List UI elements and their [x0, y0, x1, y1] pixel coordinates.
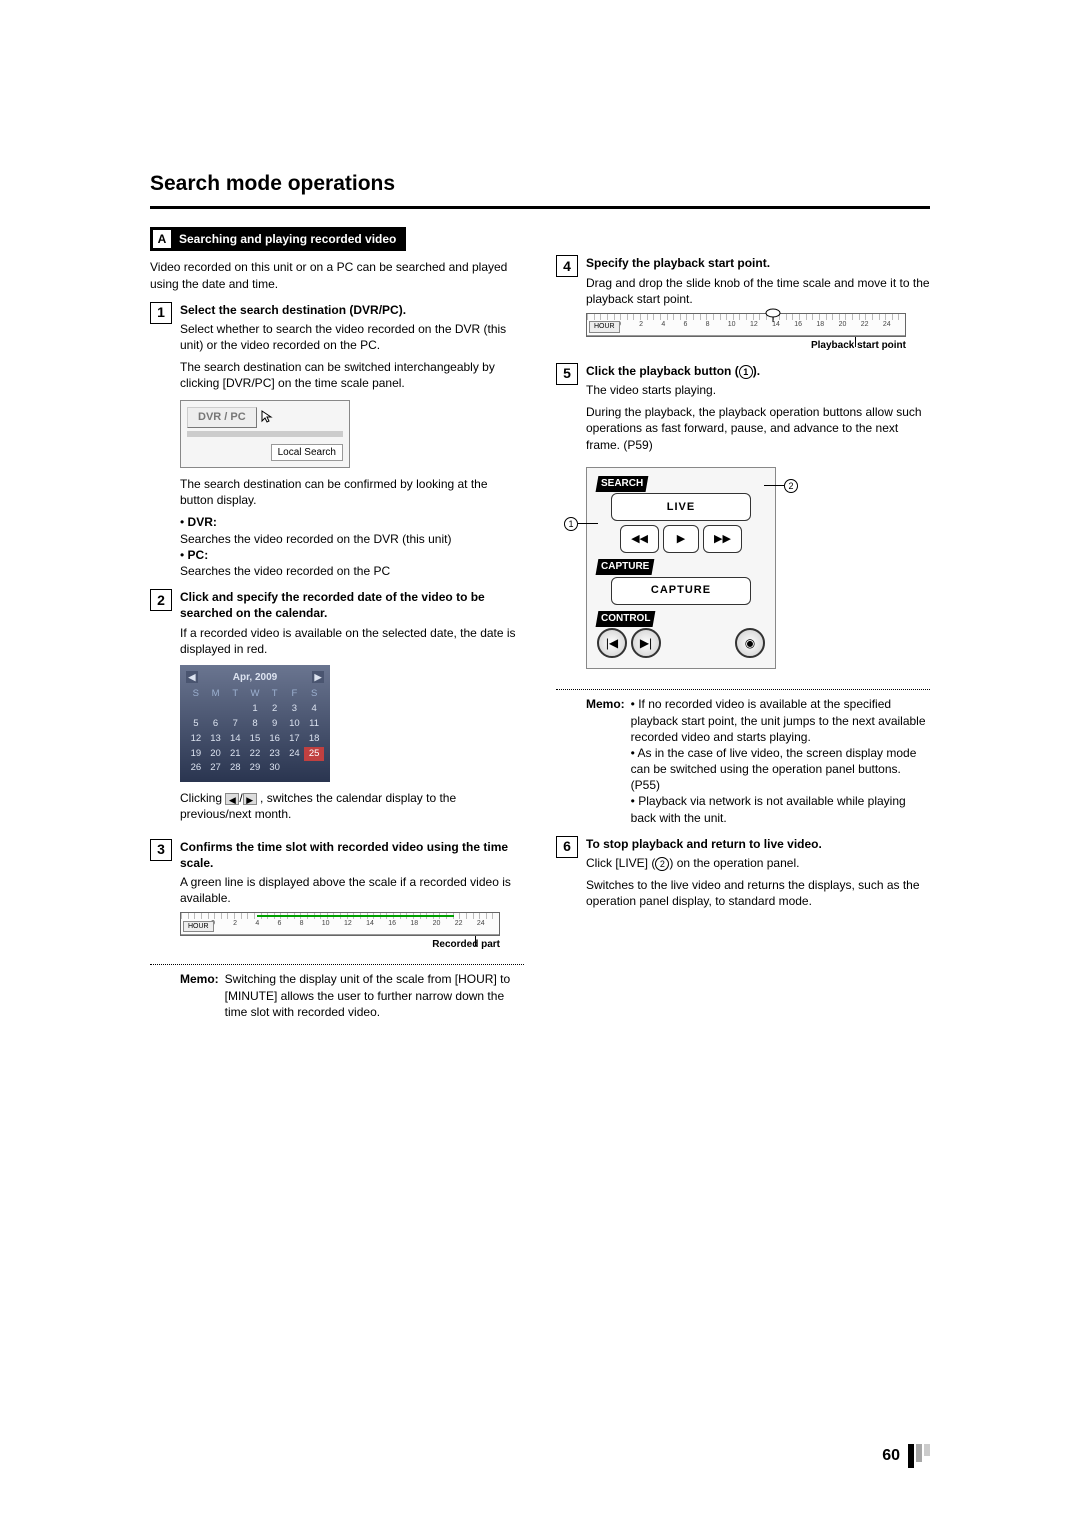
calendar-month: Apr, 2009: [233, 672, 277, 683]
timescale-recorded[interactable]: 024681012141618202224 HOUR: [180, 912, 500, 936]
prev-month-icon[interactable]: ◀: [186, 671, 198, 683]
control-section-label: CONTROL: [596, 611, 656, 627]
live-button[interactable]: LIVE: [611, 493, 751, 521]
next-arrow-icon[interactable]: ▶: [243, 793, 257, 805]
step-2-p1: If a recorded video is available on the …: [180, 625, 524, 657]
section-a-header: A Searching and playing recorded video: [150, 227, 406, 251]
ref-2-icon: 2: [655, 857, 669, 871]
prev-arrow-icon[interactable]: ◀: [225, 793, 239, 805]
step-6-p1: Click [LIVE] (2) on the operation panel.: [586, 855, 930, 871]
step-1-p1: Select whether to search the video recor…: [180, 321, 524, 353]
section-heading: Searching and playing recorded video: [179, 231, 396, 247]
pc-desc: Searches the video recorded on the PC: [180, 564, 390, 578]
annotation-2: 2: [784, 479, 798, 493]
cursor-icon: [261, 410, 275, 424]
calendar-table: SMTWTFS 12345678910111213141516171819202…: [186, 687, 324, 776]
step-3-p1: A green line is displayed above the scal…: [180, 874, 524, 906]
next-button[interactable]: ▶|: [631, 628, 661, 658]
step-5-p2: During the playback, the playback operat…: [586, 404, 930, 453]
record-button[interactable]: ◉: [735, 628, 765, 658]
slider-knob[interactable]: [765, 308, 781, 322]
title-rule: [150, 206, 930, 209]
page-title: Search mode operations: [150, 170, 930, 198]
ref-1-icon: 1: [739, 365, 753, 379]
step-2-p2: Clicking ◀/▶ , switches the calendar dis…: [180, 790, 524, 822]
timescale-playback[interactable]: 024681012141618202224 HOUR: [586, 313, 906, 337]
step-6-title: To stop playback and return to live vide…: [586, 836, 930, 852]
memo-divider-2: [556, 689, 930, 690]
playback-point-callout: Playback start point: [586, 339, 906, 353]
section-letter: A: [153, 230, 171, 248]
forward-button[interactable]: ▶▶: [703, 525, 742, 553]
capture-button[interactable]: CAPTURE: [611, 577, 751, 605]
hour-label[interactable]: HOUR: [183, 921, 214, 932]
search-section-label: SEARCH: [596, 476, 649, 492]
step-4-p1: Drag and drop the slide knob of the time…: [586, 275, 930, 307]
step-5-p1: The video starts playing.: [586, 382, 930, 398]
memo-divider-1: [150, 964, 524, 965]
step-5-number: 5: [556, 363, 578, 385]
recorded-line: [257, 915, 454, 917]
memo-2: Memo: • If no recorded video is availabl…: [586, 696, 930, 826]
step-4-number: 4: [556, 255, 578, 277]
capture-section-label: CAPTURE: [596, 559, 655, 575]
step-1-title: Select the search destination (DVR/PC).: [180, 302, 524, 318]
section-intro: Video recorded on this unit or on a PC c…: [150, 259, 524, 291]
dvr-pc-tab[interactable]: DVR / PC: [187, 407, 257, 428]
memo-1: Memo: Switching the display unit of the …: [180, 971, 524, 1020]
step-2-number: 2: [150, 589, 172, 611]
rewind-button[interactable]: ◀◀: [620, 525, 659, 553]
right-column: 4 Specify the playback start point. Drag…: [556, 227, 930, 1020]
dvr-label: DVR:: [188, 515, 217, 529]
step-3-number: 3: [150, 839, 172, 861]
dvr-desc: Searches the video recorded on the DVR (…: [180, 532, 451, 546]
step-4-title: Specify the playback start point.: [586, 255, 930, 271]
hour-label-2[interactable]: HOUR: [589, 321, 620, 332]
step-6-number: 6: [556, 836, 578, 858]
page-footer: 60: [882, 1444, 930, 1468]
recorded-part-callout: Recorded part: [180, 938, 500, 952]
step-1-number: 1: [150, 302, 172, 324]
calendar-widget[interactable]: ◀ Apr, 2009 ▶ SMTWTFS 123456789101112131…: [180, 665, 330, 782]
step-6-p2: Switches to the live video and returns t…: [586, 877, 930, 909]
step-1-p2: The search destination can be switched i…: [180, 359, 524, 391]
footer-bars-icon: [908, 1444, 930, 1468]
play-button[interactable]: ▶: [663, 525, 699, 553]
prev-button[interactable]: |◀: [597, 628, 627, 658]
local-search-button[interactable]: Local Search: [271, 444, 343, 462]
step-2-title: Click and specify the recorded date of t…: [180, 589, 524, 621]
step-3-title: Confirms the time slot with recorded vid…: [180, 839, 524, 871]
next-month-icon[interactable]: ▶: [312, 671, 324, 683]
pc-label: PC:: [188, 548, 209, 562]
dvr-pc-illustration: DVR / PC Local Search: [180, 400, 350, 468]
left-column: A Searching and playing recorded video V…: [150, 227, 524, 1020]
annotation-1: 1: [564, 517, 578, 531]
page-number: 60: [882, 1445, 900, 1467]
step-5-title: Click the playback button (1).: [586, 363, 930, 379]
step-1-p3: The search destination can be confirmed …: [180, 476, 524, 508]
operation-panel: SEARCH LIVE ◀◀ ▶ ▶▶ CAPTURE CAPTURE CONT…: [586, 467, 776, 670]
